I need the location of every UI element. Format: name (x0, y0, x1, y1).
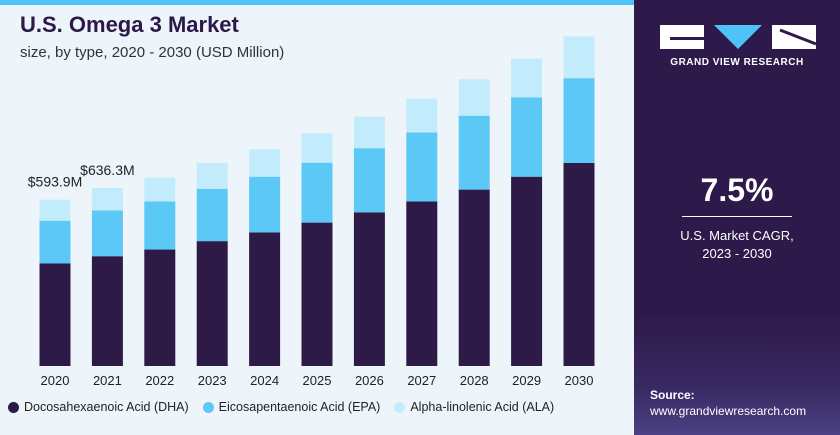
legend-swatch-dha (8, 401, 19, 413)
legend-label-dha: Docosahexaenoic Acid (DHA) (24, 400, 189, 414)
bar-segment-dha-2026 (353, 212, 385, 366)
bar-segment-dha-2029 (511, 176, 543, 366)
x-tick-label-2026: 2026 (355, 373, 384, 388)
sidebar-panel: GRAND VIEW RESEARCH 7.5% U.S. Market CAG… (634, 0, 840, 435)
bar-segment-epa-2024 (249, 176, 281, 233)
bar-segment-ala-2026 (353, 116, 385, 149)
brand-name: GRAND VIEW RESEARCH (670, 57, 804, 68)
bar-segment-ala-2030 (563, 36, 595, 79)
chart-title: U.S. Omega 3 Market (20, 12, 239, 37)
stacked-bar-chart: 2020 2021 2022 2023 2024 2025 2026 2027 2028 2029… (28, 36, 595, 388)
bar-segment-ala-2024 (249, 149, 281, 177)
bar-segment-epa-2025 (301, 162, 333, 223)
bar-segment-epa-2027 (406, 132, 438, 202)
bar-segment-epa-2020 (39, 220, 71, 264)
x-tick-label-2022: 2022 (145, 373, 174, 388)
bar-segment-epa-2021 (91, 210, 123, 257)
cagr-divider (682, 216, 792, 217)
bar-segment-dha-2024 (249, 232, 281, 366)
x-tick-label-2028: 2028 (460, 373, 489, 388)
source-url[interactable]: www.grandviewresearch.com (650, 404, 807, 418)
bar-segment-epa-2022 (144, 201, 176, 250)
x-tick-label-2023: 2023 (198, 373, 227, 388)
bar-segment-dha-2030 (563, 163, 595, 366)
bar-segment-epa-2030 (563, 78, 595, 163)
x-tick-label-2030: 2030 (565, 373, 594, 388)
cagr-label-line2: 2023 - 2030 (702, 246, 772, 261)
grand-view-research-logo (660, 25, 816, 49)
bar-segment-ala-2020 (39, 199, 71, 221)
x-tick-label-2020: 2020 (41, 373, 70, 388)
bar-segment-dha-2021 (91, 256, 123, 366)
data-label-2021: $636.3M (80, 162, 134, 178)
legend-item-ala: Alpha-linolenic Acid (ALA) (394, 400, 554, 414)
bar-segment-dha-2027 (406, 201, 438, 366)
legend-swatch-ala (394, 401, 406, 413)
bar-segment-ala-2028 (458, 79, 490, 116)
bar-segment-epa-2028 (458, 115, 490, 190)
cagr-value: 7.5% (700, 172, 774, 208)
x-tick-label-2024: 2024 (250, 373, 279, 388)
bar-segment-dha-2022 (144, 249, 176, 366)
x-tick-label-2029: 2029 (512, 373, 541, 388)
bar-segment-epa-2029 (511, 97, 543, 177)
chart-legend: Docosahexaenoic Acid (DHA) Eicosapentaen… (8, 400, 554, 414)
legend-label-ala: Alpha-linolenic Acid (ALA) (410, 400, 555, 414)
chart-subtitle: size, by type, 2020 - 2030 (USD Million) (20, 44, 285, 61)
x-tick-label-2021: 2021 (93, 373, 122, 388)
legend-label-epa: Eicosapentaenoic Acid (EPA) (218, 400, 381, 414)
top-accent-bar (0, 0, 840, 5)
bar-segment-dha-2025 (301, 222, 333, 366)
sidebar-gradient (634, 315, 840, 435)
bar-segment-ala-2027 (406, 98, 438, 133)
bar-segment-dha-2028 (458, 189, 490, 366)
bar-segment-ala-2021 (91, 187, 123, 211)
legend-item-epa: Eicosapentaenoic Acid (EPA) (202, 400, 381, 414)
bar-segment-ala-2025 (301, 133, 333, 163)
x-tick-label-2027: 2027 (407, 373, 436, 388)
bar-segment-ala-2029 (511, 58, 543, 98)
data-label-2020: $593.9M (28, 174, 82, 190)
bar-segment-ala-2022 (144, 177, 176, 202)
legend-item-dha: Docosahexaenoic Acid (DHA) (8, 400, 189, 414)
cagr-label-line1: U.S. Market CAGR, (680, 228, 794, 243)
cagr-label: U.S. Market CAGR, 2023 - 2030 (634, 227, 840, 263)
bar-segment-ala-2023 (196, 163, 228, 189)
bar-segment-dha-2023 (196, 241, 228, 366)
bar-segment-epa-2023 (196, 188, 228, 242)
bar-segment-dha-2020 (39, 263, 71, 366)
bar-segment-epa-2026 (353, 148, 385, 213)
source-label: Source: (650, 388, 695, 402)
legend-swatch-epa (202, 401, 214, 413)
x-tick-label-2025: 2025 (303, 373, 332, 388)
